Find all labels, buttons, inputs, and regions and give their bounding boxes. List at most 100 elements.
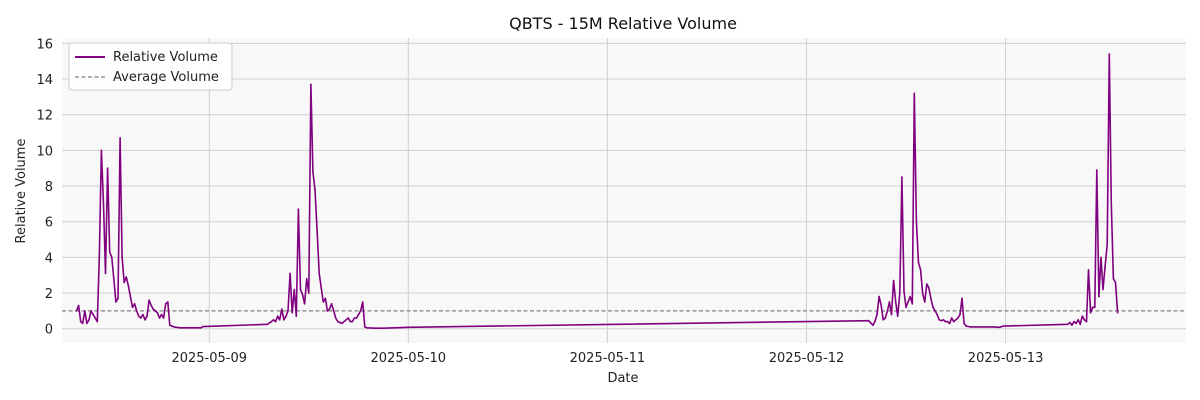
data-point [1116,311,1119,314]
data-point [347,317,350,319]
data-point [79,320,82,323]
data-point [92,313,94,316]
data-point [308,292,310,294]
y-tick-label: 6 [45,216,53,231]
data-point [955,319,957,321]
data-point [316,229,318,232]
data-point [1087,269,1090,271]
data-point [106,167,109,169]
data-point [878,295,880,298]
y-tick-label: 8 [45,180,53,195]
data-point [353,317,356,319]
legend-label-relative-volume: Relative Volume [113,50,218,65]
data-point [1091,306,1094,309]
data-point [1067,323,1069,326]
data-point [894,301,897,303]
data-point [1096,169,1098,171]
data-point [907,301,909,303]
data-point [957,317,959,319]
data-point [90,310,92,312]
data-point [364,326,366,328]
data-point [289,272,291,275]
data-point [270,320,273,323]
y-tick-label: 10 [36,144,53,159]
legend-box [68,42,233,91]
data-point [366,327,368,329]
data-point [884,317,887,319]
data-point [75,310,78,312]
data-point [144,319,146,321]
data-point [285,315,287,318]
data-point [200,327,202,329]
data-point [303,303,306,305]
data-point [173,326,175,328]
data-point [108,251,111,253]
data-point [121,256,123,259]
data-point [930,297,932,300]
data-point [295,315,298,318]
data-point [942,319,945,321]
data-point [1100,256,1102,259]
data-point [202,325,204,328]
data-point [867,319,870,322]
data-point [901,176,903,178]
data-point [880,304,882,307]
data-point [167,301,169,303]
data-point [305,278,308,280]
data-point [341,322,343,325]
data-point [301,294,304,296]
data-point [932,306,934,309]
data-point [1110,203,1113,205]
data-point [1071,324,1073,327]
data-point [326,310,329,312]
data-point [272,319,275,321]
data-point [281,308,283,310]
data-point [1085,320,1088,323]
data-point [1083,319,1086,321]
data-point [361,301,364,303]
data-point [928,286,930,289]
data-point [328,308,331,310]
data-point [359,310,362,312]
data-point [154,310,157,312]
data-point [96,320,99,323]
data-point [892,279,895,282]
data-point [1102,288,1104,291]
data-point [94,317,96,319]
data-point [382,327,385,330]
data-point [944,320,947,323]
data-point [903,290,905,293]
chart-title: QBTS - 15M Relative Volume [509,14,737,33]
data-point [142,313,144,316]
data-point [1098,295,1100,298]
x-tick-label: 2025-05-09 [171,351,247,366]
data-point [278,319,281,321]
data-point [140,317,142,319]
data-point [310,83,312,86]
data-point [81,322,84,325]
data-point [1069,321,1071,324]
data-point [276,315,279,318]
data-point [125,276,128,278]
y-tick-label: 16 [36,37,53,52]
data-point [349,320,352,323]
data-point [179,327,181,329]
data-point [1081,315,1084,318]
plot-area [62,38,1186,343]
data-point [969,326,972,328]
data-point [266,323,269,326]
data-point [287,310,289,312]
data-point [337,320,339,323]
data-point [886,310,889,312]
data-point [293,288,296,291]
data-point [926,283,928,285]
data-point [1077,319,1079,321]
data-point [952,320,955,323]
data-point [146,315,148,318]
data-point [98,256,101,259]
data-point [345,319,347,321]
data-point [312,171,314,173]
data-point [923,301,926,303]
data-point [407,326,410,329]
data-point [963,322,965,325]
